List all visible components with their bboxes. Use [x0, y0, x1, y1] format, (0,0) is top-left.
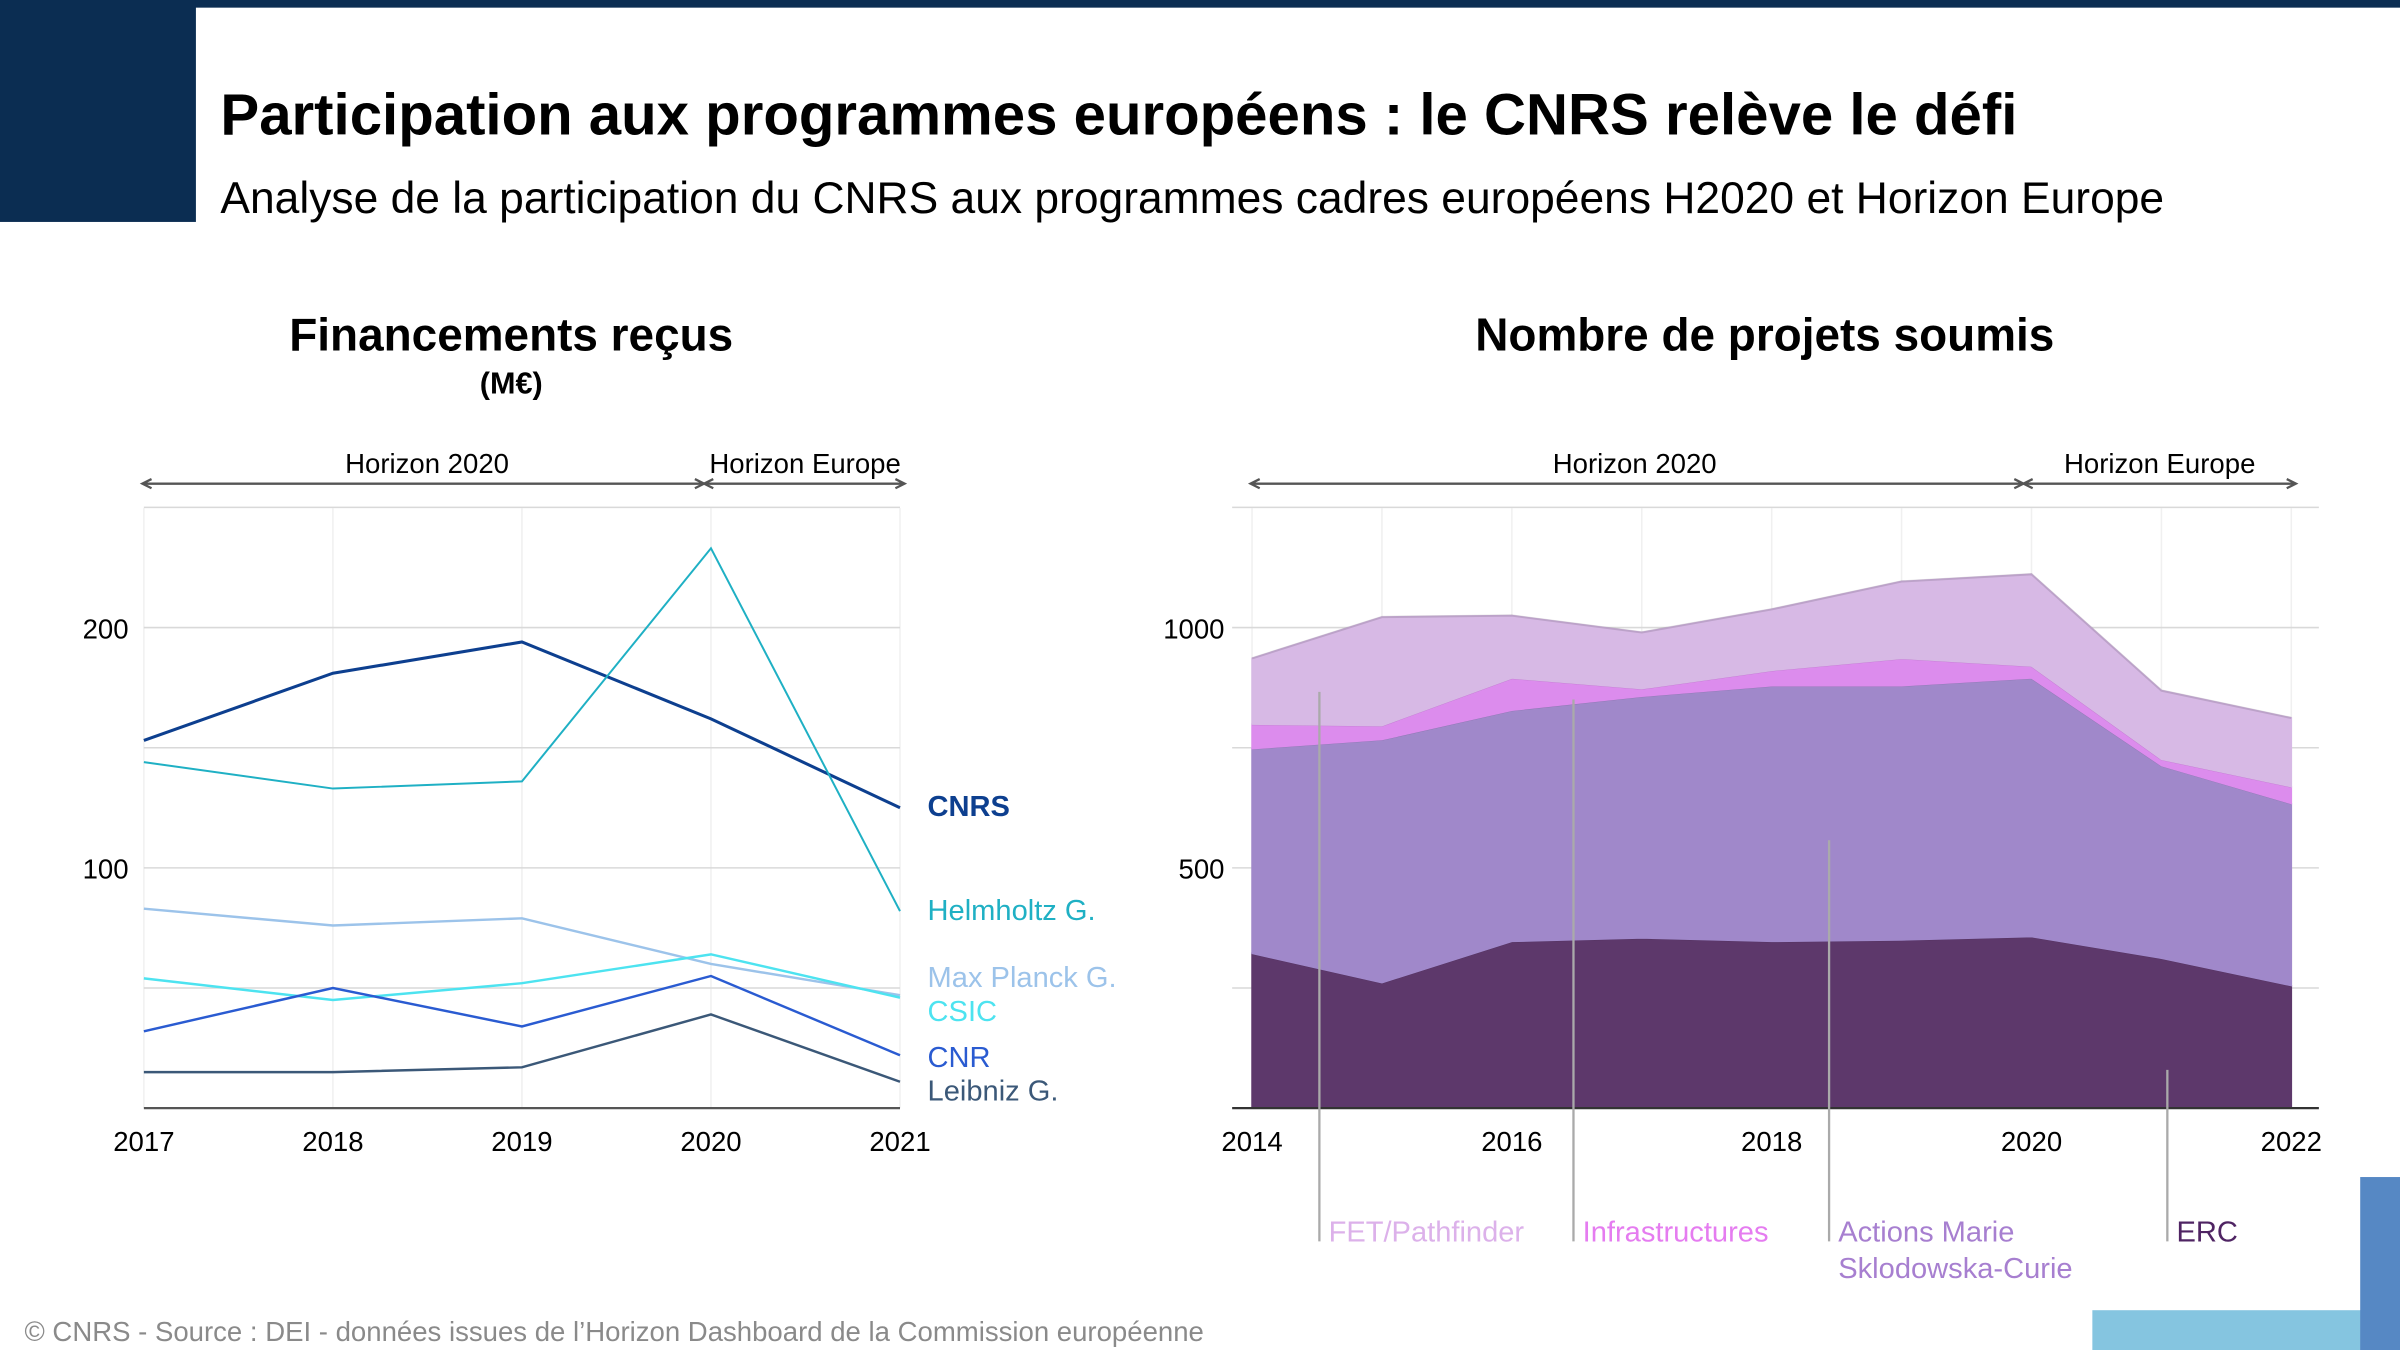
y-tick: 500 — [1179, 854, 1225, 885]
legend-label: FET/Pathfinder — [1329, 1216, 1525, 1248]
period-label-h2020: Horizon 2020 — [1553, 448, 1717, 479]
legend-label: Sklodowska-Curie — [1838, 1253, 2072, 1285]
x-tick: 2022 — [2261, 1126, 2322, 1157]
period-label-horizon-europe: Horizon Europe — [709, 448, 900, 479]
x-tick: 2020 — [2001, 1126, 2062, 1157]
y-tick: 100 — [83, 854, 129, 885]
x-tick: 2017 — [113, 1126, 174, 1157]
legend-label: Infrastructures — [1583, 1216, 1769, 1248]
area-top-edge — [1251, 573, 2292, 720]
decor-block-light — [2092, 1310, 2362, 1350]
x-tick: 2018 — [302, 1126, 363, 1157]
x-tick: 2018 — [1741, 1126, 1802, 1157]
funding-chart-unit: (M€) — [480, 366, 543, 400]
page-subtitle: Analyse de la participation du CNRS aux … — [220, 174, 2164, 223]
projects-chart: Nombre de projets soumis Horizon 2020 Ho… — [1163, 309, 2322, 1286]
series-label: CNR — [928, 1042, 991, 1074]
period-label-h2020: Horizon 2020 — [345, 448, 509, 479]
x-tick: 2019 — [491, 1126, 552, 1157]
header-block — [0, 0, 196, 222]
series-label: Max Planck G. — [928, 962, 1117, 994]
series-label: CSIC — [928, 996, 997, 1028]
x-tick: 2016 — [1481, 1126, 1542, 1157]
funding-chart-title: Financements reçus — [289, 309, 733, 361]
source-note: © CNRS - Source : DEI - données issues d… — [24, 1316, 1203, 1347]
y-tick: 200 — [83, 613, 129, 644]
top-bar — [0, 0, 2400, 8]
series-label: Helmholtz G. — [928, 895, 1096, 927]
projects-chart-title: Nombre de projets soumis — [1475, 309, 2054, 361]
y-tick: 1000 — [1163, 613, 1224, 644]
period-label-horizon-europe: Horizon Europe — [2064, 448, 2255, 479]
page-title: Participation aux programmes européens :… — [220, 83, 2017, 148]
legend-label: ERC — [2177, 1216, 2238, 1248]
funding-chart: Financements reçus (M€) Horizon 2020 Hor… — [83, 309, 1117, 1158]
x-tick: 2014 — [1221, 1126, 1282, 1157]
series-label: Leibniz G. — [928, 1076, 1059, 1108]
decor-block-blue — [2360, 1177, 2400, 1350]
legend-label: Actions Marie — [1838, 1216, 2014, 1248]
period-arrows — [1247, 478, 2299, 490]
period-arrows — [139, 478, 908, 490]
x-tick: 2021 — [869, 1126, 930, 1157]
x-tick: 2020 — [680, 1126, 741, 1157]
area-fet-pathfinder — [1251, 573, 2293, 788]
series-label: CNRS — [928, 791, 1010, 823]
